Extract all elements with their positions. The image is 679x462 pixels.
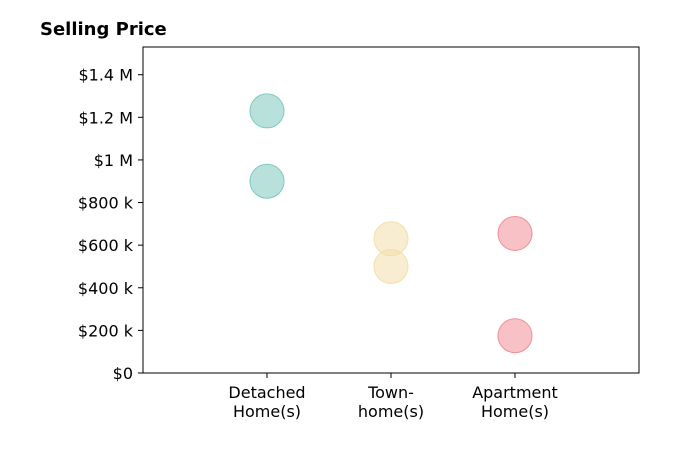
- x-tick-label: Detached: [228, 383, 305, 402]
- y-tick-label: $0: [113, 364, 133, 383]
- x-tick-label: Town-: [367, 383, 414, 402]
- plot-frame: [142, 46, 640, 374]
- x-axis: DetachedHome(s)Town-home(s)ApartmentHome…: [228, 373, 558, 421]
- y-tick-label: $600 k: [78, 236, 134, 255]
- data-point: [497, 215, 533, 251]
- y-tick-label: $1 M: [94, 151, 133, 170]
- y-tick-label: $1.2 M: [78, 108, 133, 127]
- data-point: [497, 318, 533, 354]
- y-tick-label: $1.4 M: [78, 66, 133, 85]
- data-point: [249, 163, 285, 199]
- chart-title: Selling Price: [40, 19, 167, 40]
- x-tick-label: Apartment: [472, 383, 558, 402]
- x-tick-label: Home(s): [481, 402, 549, 421]
- y-tick-label: $200 k: [78, 321, 134, 340]
- y-tick-label: $400 k: [78, 279, 134, 298]
- data-points: [249, 93, 533, 354]
- x-tick-label: Home(s): [233, 402, 301, 421]
- y-axis: $0 $200 k $400 k $600 k $800 k $1 M $1.2 M $1.4…: [78, 66, 143, 383]
- y-tick-label: $800 k: [78, 194, 134, 213]
- data-point: [249, 93, 285, 129]
- data-point: [373, 248, 409, 284]
- x-tick-label: home(s): [358, 402, 424, 421]
